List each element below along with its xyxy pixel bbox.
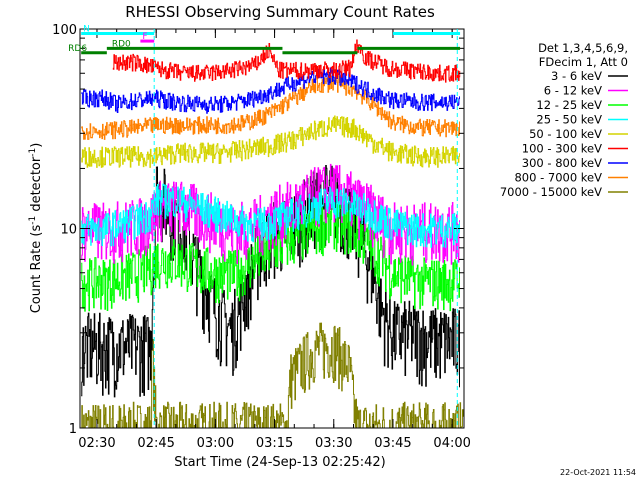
series-line-800to7000keV [81,75,460,140]
y-axis-label: Count Rate (s-1 detector-1) [28,143,44,314]
x-axis: 02:30 02:45 03:00 03:15 03:30 03:45 04:00 [78,29,471,451]
y-axis-label-tail: detector [29,156,44,216]
series-line-300to800keV [81,67,460,114]
legend-label: 800 - 7000 keV [514,171,602,185]
legend-label: 7000 - 15000 keV [500,185,602,199]
y-axis-label-exp2: -1 [28,148,38,157]
plot-area [81,39,464,428]
series-line-25to50keV [81,183,460,248]
y-tick-label: 1 [69,422,77,437]
legend: Det 1,3,4,5,6,9, FDecim 1, Att 0 3 - 6 k… [500,41,628,199]
y-axis: 1 10 100 [52,23,464,437]
x-tick-label: 03:15 [256,436,293,451]
chart-title: RHESSI Observing Summary Count Rates [125,3,435,21]
legend-header-line-2: FDecim 1, Att 0 [539,55,628,69]
legend-label: 50 - 100 keV [529,127,602,141]
y-axis-label-close: ) [29,143,44,148]
x-axis-label: Start Time (24-Sep-13 02:25:42) [174,455,385,470]
x-tick-label: 02:30 [78,436,115,451]
series-line-7000to15000keV [81,322,464,428]
footer-timestamp: 22-Oct-2021 11:54 [560,468,636,477]
legend-label: 3 - 6 keV [551,69,602,83]
legend-label: 100 - 300 keV [522,142,602,156]
series-line-100to300keV [112,39,461,83]
y-tick-label: 100 [52,23,77,38]
y-tick-label: 10 [60,223,77,238]
legend-header-line-1: Det 1,3,4,5,6,9, [538,41,628,55]
x-tick-label: 03:30 [315,436,352,451]
x-tick-label: 02:45 [137,436,174,451]
x-tick-label: 03:45 [374,436,411,451]
y-axis-label-main: Count Rate (s [29,225,44,314]
x-tick-label: 04:00 [433,436,470,451]
legend-label: 6 - 12 keV [544,84,602,98]
x-tick-label: 03:00 [197,436,234,451]
state-bar-label-F: F [142,32,147,42]
legend-label: 12 - 25 keV [536,98,602,112]
state-bar-label-N: N [83,24,90,34]
legend-label: 300 - 800 keV [522,156,602,170]
legend-label: 25 - 50 keV [536,113,602,127]
state-bar-label-RD0: RD0 [112,39,131,49]
state-bar-label-RD6: RD6 [68,44,87,54]
series-line-12to25keV [81,197,460,312]
y-axis-label-exp1: -1 [28,216,38,225]
series-line-50to100keV [81,115,460,168]
